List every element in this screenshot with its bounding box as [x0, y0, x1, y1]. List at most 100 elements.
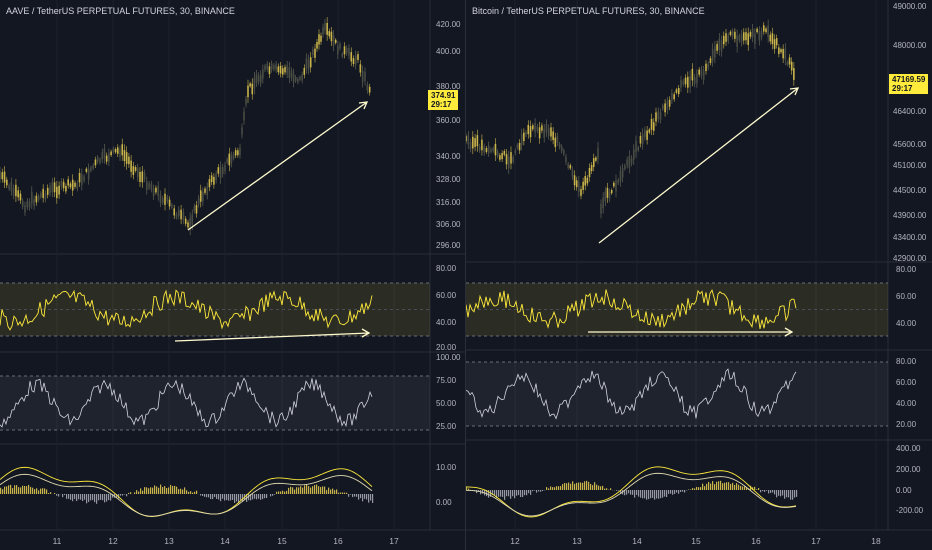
candle-body — [277, 66, 280, 73]
candle-body — [268, 66, 271, 75]
candle-body — [550, 127, 552, 137]
btc-chart-canvas[interactable] — [466, 0, 932, 550]
macd-histogram-bar — [262, 494, 264, 500]
macd-histogram-bar — [594, 482, 596, 490]
aave-chart-canvas[interactable] — [0, 0, 465, 550]
macd-signal-line — [466, 472, 797, 517]
macd-histogram-bar — [284, 491, 286, 494]
candle-body — [121, 144, 124, 156]
btc-symbol-title[interactable]: Bitcoin / TetherUS PERPETUAL FUTURES, 30… — [472, 6, 705, 16]
macd-histogram-bar — [686, 490, 688, 491]
macd-histogram-bar — [312, 486, 314, 494]
macd-histogram-bar — [172, 486, 174, 494]
macd-histogram-bar — [212, 494, 214, 500]
chart-divider[interactable] — [465, 0, 466, 550]
aave-symbol-title[interactable]: AAVE / TetherUS PERPETUAL FUTURES, 30, B… — [6, 6, 235, 16]
macd-histogram-bar — [560, 486, 562, 490]
macd-histogram-bar — [162, 487, 164, 494]
macd-histogram-bar — [632, 490, 634, 495]
macd-histogram-bar — [304, 485, 306, 494]
macd-histogram-bar — [12, 488, 14, 494]
candle-body — [92, 164, 94, 169]
macd-histogram-bar — [656, 490, 658, 499]
macd-histogram-bar — [180, 488, 182, 494]
candle-body — [554, 137, 557, 148]
macd-histogram-bar — [160, 484, 162, 494]
macd-histogram-bar — [254, 494, 256, 499]
macd-histogram-bar — [520, 490, 522, 498]
macd-histogram-bar — [522, 490, 524, 498]
candle-body — [700, 69, 703, 76]
aave-price-tick: 340.00 — [436, 152, 461, 161]
macd-histogram-bar — [314, 485, 316, 494]
rsi-trend-arrowhead — [784, 327, 794, 337]
macd-histogram-bar — [578, 482, 580, 490]
aave-time-tick: 13 — [164, 536, 174, 546]
macd-histogram-bar — [322, 486, 324, 494]
macd-histogram-bar — [216, 494, 218, 499]
candle-body — [729, 31, 732, 36]
candle-body — [563, 150, 565, 155]
candle-body — [680, 79, 682, 88]
macd-histogram-bar — [150, 487, 152, 494]
macd-histogram-bar — [214, 494, 216, 498]
macd-histogram-bar — [122, 494, 124, 496]
macd-histogram-bar — [346, 492, 348, 494]
macd-histogram-bar — [754, 486, 756, 490]
candle-body — [46, 187, 49, 195]
macd-histogram-bar — [690, 489, 692, 490]
macd-histogram-bar — [646, 490, 648, 500]
candle-body — [168, 199, 171, 207]
candle-body — [788, 57, 791, 65]
macd-histogram-bar — [18, 487, 20, 494]
candle-body — [328, 31, 331, 37]
candle-body — [143, 172, 146, 180]
candle-body — [786, 61, 789, 65]
candle-body — [507, 156, 510, 169]
macd-histogram-bar — [730, 483, 732, 490]
macd-histogram-bar — [206, 494, 208, 498]
candle-body — [326, 22, 328, 35]
macd-histogram-bar — [156, 486, 158, 494]
candle-body — [466, 136, 467, 142]
candle-body — [738, 35, 741, 41]
macd-histogram-bar — [230, 494, 232, 501]
candle-body — [485, 148, 488, 152]
btc-osc-tick: 60.00 — [896, 378, 917, 387]
candle-body — [299, 76, 301, 80]
macd-histogram-bar — [672, 490, 674, 495]
macd-histogram-bar — [54, 492, 56, 494]
candle-body — [597, 147, 599, 159]
macd-histogram-bar — [28, 484, 30, 494]
candle-body — [610, 189, 613, 194]
macd-histogram-bar — [46, 489, 48, 494]
candle-body — [606, 187, 609, 198]
candle-body — [56, 186, 58, 199]
candle-body — [630, 157, 633, 164]
macd-histogram-bar — [318, 486, 320, 494]
candle-body — [141, 171, 144, 183]
macd-histogram-bar — [98, 494, 100, 501]
macd-histogram-bar — [706, 483, 708, 490]
macd-histogram-bar — [368, 494, 370, 503]
aave-chart-panel[interactable]: AAVE / TetherUS PERPETUAL FUTURES, 30, B… — [0, 0, 465, 550]
macd-histogram-bar — [84, 494, 86, 500]
btc-osc-tick: 40.00 — [896, 399, 917, 408]
candle-body — [152, 188, 155, 197]
macd-histogram-bar — [164, 486, 166, 494]
candle-body — [472, 136, 474, 149]
macd-histogram-bar — [48, 493, 50, 494]
macd-histogram-bar — [232, 494, 234, 500]
macd-histogram-bar — [598, 485, 600, 490]
macd-histogram-bar — [696, 486, 698, 490]
candle-body — [150, 183, 153, 190]
macd-histogram-bar — [466, 487, 468, 490]
candle-body — [503, 151, 506, 155]
candle-body — [128, 156, 130, 165]
macd-histogram-bar — [796, 490, 798, 497]
candle-body — [534, 123, 536, 133]
oscillator-line — [466, 368, 797, 420]
candle-body — [76, 183, 79, 189]
btc-chart-panel[interactable]: Bitcoin / TetherUS PERPETUAL FUTURES, 30… — [466, 0, 932, 550]
candle-body — [307, 59, 310, 70]
